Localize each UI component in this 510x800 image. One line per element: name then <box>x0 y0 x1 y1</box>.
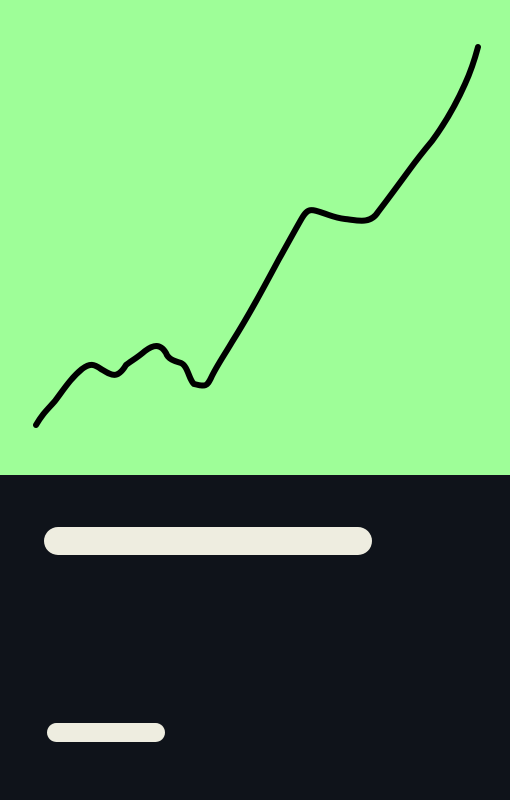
hero-illustration <box>0 0 510 475</box>
trend-line-icon <box>33 44 481 428</box>
caption-placeholder-bar <box>47 723 165 742</box>
content-panel <box>0 475 510 800</box>
trend-line <box>33 44 481 428</box>
title-placeholder-bar <box>44 527 372 555</box>
